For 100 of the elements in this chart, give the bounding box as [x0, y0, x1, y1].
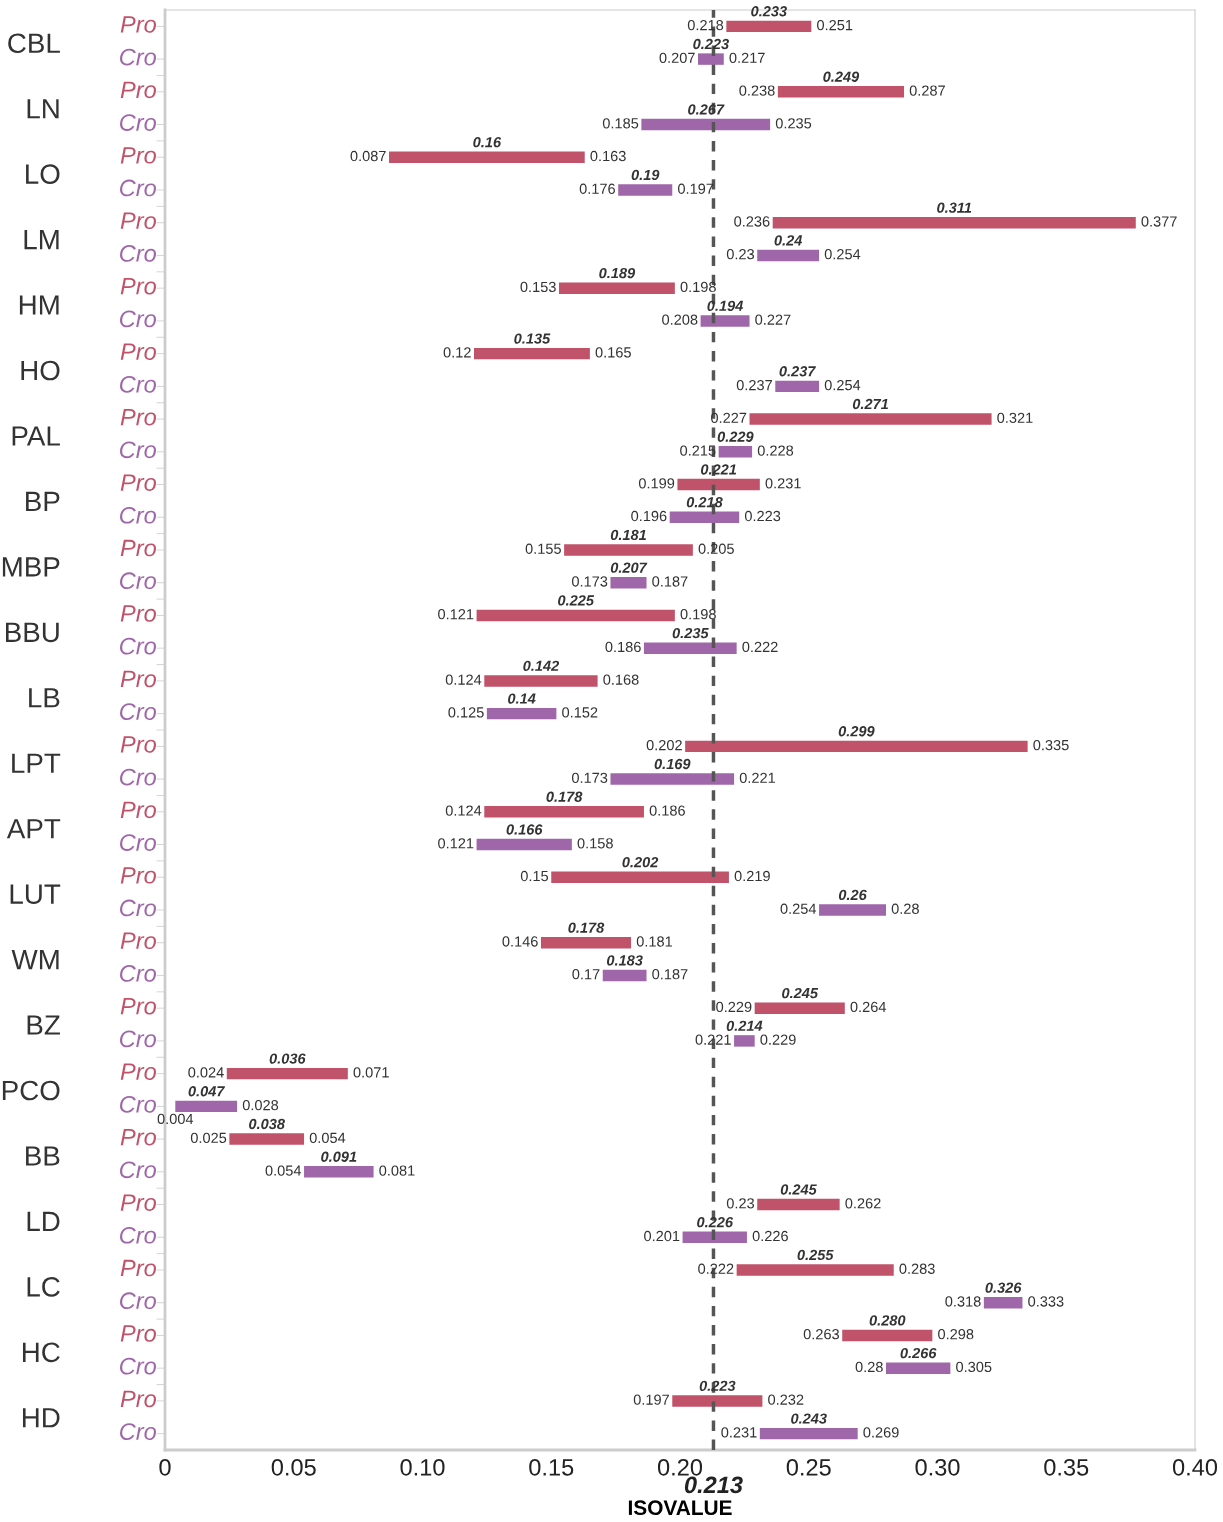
annotation: 0.124 — [445, 674, 482, 685]
x-tick-label: 0.40 — [1172, 1458, 1218, 1476]
y-tick-label: HC — [22, 1342, 60, 1363]
text: Cro — [120, 834, 157, 851]
annotation: 0.091 — [321, 1151, 357, 1162]
text: Cro — [120, 572, 157, 590]
annotation: 0.028 — [242, 1099, 279, 1111]
annotation: 0.176 — [579, 183, 615, 194]
annotation: 0.202 — [646, 739, 682, 751]
annotation: 0.166 — [506, 824, 543, 835]
annotation: 0.187 — [652, 969, 688, 980]
y-tick-label: LC — [27, 1277, 60, 1297]
bar — [643, 642, 737, 654]
annotation: 0.173 — [571, 576, 608, 587]
annotation: 0.186 — [605, 641, 641, 653]
bar — [685, 740, 1028, 753]
y-tick-label: MBP — [2, 557, 60, 577]
x-tick-label: 0 — [159, 1458, 171, 1476]
annotation: 0.187 — [652, 576, 688, 587]
annotation: 0.299 — [838, 726, 875, 737]
bar — [672, 1395, 763, 1407]
annotation: 0.227 — [711, 412, 747, 424]
annotation: 0.121 — [438, 838, 474, 849]
bar — [757, 249, 820, 262]
annotation: 0.218 — [686, 497, 723, 508]
annotation: 0.229 — [760, 1034, 796, 1045]
annotation: 0.17 — [572, 969, 600, 980]
text: Pro — [120, 1194, 157, 1211]
annotation: 0.222 — [742, 641, 778, 653]
annotation: 0.146 — [502, 936, 538, 947]
x-axis-title: ISOVALUE — [628, 1500, 732, 1516]
bar — [474, 347, 590, 360]
annotation: 0.135 — [514, 333, 551, 344]
annotation: 0.311 — [937, 202, 972, 213]
annotation: 0.181 — [636, 936, 673, 947]
annotation: 0.152 — [562, 707, 598, 718]
annotation: 0.237 — [736, 379, 772, 391]
annotation: 0.197 — [677, 183, 714, 194]
annotation: 0.254 — [824, 379, 861, 391]
text: Pro — [120, 1325, 157, 1342]
y-tick-label: LO — [26, 164, 60, 184]
bar — [726, 20, 812, 33]
annotation: 0.223 — [693, 38, 729, 50]
bar — [484, 806, 644, 818]
annotation: 0.054 — [309, 1132, 346, 1144]
annotation: 0.28 — [855, 1361, 883, 1373]
annotation: 0.269 — [863, 1427, 899, 1438]
series-label: Cro — [120, 1095, 157, 1113]
bar — [484, 675, 598, 687]
annotation: 0.236 — [734, 216, 770, 227]
x-tick-label: 0.35 — [1044, 1458, 1089, 1476]
y-tick-label: APT — [6, 819, 61, 839]
annotation: 0.214 — [726, 1020, 763, 1031]
text: Pro — [120, 1128, 157, 1146]
bar — [618, 184, 673, 196]
annotation: 0.221 — [695, 1034, 731, 1045]
text: Cro — [120, 179, 157, 197]
annotation: 0.201 — [644, 1230, 680, 1242]
annotation: 0.16 — [473, 137, 502, 148]
text: Cro — [120, 1161, 157, 1179]
text: Cro — [120, 1292, 157, 1310]
annotation: 0.169 — [654, 758, 691, 770]
bar — [641, 118, 771, 131]
bar — [734, 1035, 755, 1047]
annotation: 0.197 — [633, 1394, 669, 1405]
annotation: 0.235 — [775, 118, 812, 129]
text: Pro — [120, 278, 157, 295]
text: Pro — [120, 1063, 157, 1080]
annotation: 0.158 — [577, 838, 613, 849]
annotation: 0.218 — [687, 19, 724, 31]
y-tick-label: HM — [19, 295, 59, 315]
annotation: 0.24 — [774, 235, 803, 246]
annotation: 0.125 — [448, 707, 484, 718]
x-tick-label: 0.25 — [786, 1458, 831, 1476]
annotation: 0.237 — [779, 366, 816, 377]
text: Pro — [120, 932, 157, 950]
text: Pro — [120, 1259, 157, 1277]
text: Pro — [120, 998, 157, 1015]
bar — [772, 217, 1136, 229]
bar — [749, 413, 992, 425]
annotation: 0.229 — [717, 431, 754, 442]
bar — [775, 380, 820, 393]
bar — [757, 1198, 840, 1211]
annotation: 0.207 — [610, 562, 648, 573]
text: Cro — [120, 768, 157, 786]
bar — [558, 282, 675, 294]
bar — [610, 773, 735, 785]
x-tick-label: 0.15 — [529, 1458, 574, 1476]
annotation: 0.183 — [607, 955, 643, 966]
annotation: 0.223 — [744, 510, 781, 522]
annotation: 0.232 — [768, 1394, 804, 1405]
text: Cro — [120, 114, 157, 131]
y-tick-label: LPT — [12, 753, 61, 773]
bar — [486, 707, 557, 720]
annotation: 0.208 — [662, 314, 698, 325]
y-tick-label: LM — [24, 230, 59, 250]
annotation: 0.28 — [891, 903, 919, 914]
annotation: 0.221 — [739, 772, 776, 784]
annotation: 0.153 — [520, 281, 556, 293]
bar — [682, 1231, 747, 1243]
